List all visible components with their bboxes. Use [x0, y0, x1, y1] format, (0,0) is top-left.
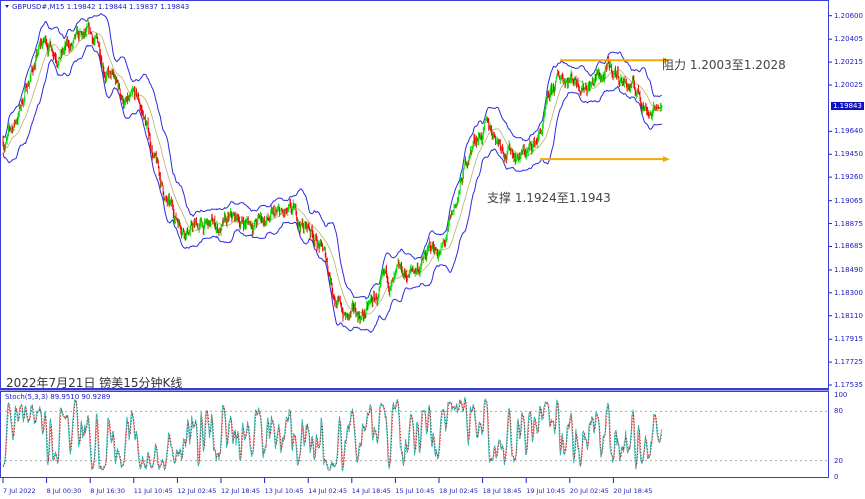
symbol-label: GBPUSD#,M15 — [12, 3, 65, 11]
price-tick-label: 1.17725 — [834, 358, 863, 367]
time-tick-label: 14 Jul 02:45 — [308, 487, 348, 495]
time-tick-label: 7 Jul 2022 — [3, 487, 36, 495]
stoch-level-label: 80 — [834, 407, 843, 416]
time-tick-label: 12 Jul 02:45 — [177, 487, 217, 495]
price-tick-label: 1.18300 — [834, 288, 863, 297]
time-tick-label: 20 Jul 18:45 — [613, 487, 653, 495]
stoch-signal-line — [2, 398, 663, 471]
price-tick-label: 1.20405 — [834, 35, 863, 44]
stoch-level-label: 100 — [834, 391, 848, 399]
stoch-pane-border — [0, 391, 829, 478]
time-tick-label: 11 Jul 10:45 — [133, 487, 173, 495]
stoch-level-label: 0 — [834, 473, 839, 481]
time-tick-label: 8 Jul 00:30 — [46, 487, 82, 495]
candles — [2, 18, 663, 325]
price-tick-label: 1.19260 — [834, 173, 863, 182]
price-tick-label: 1.17535 — [834, 381, 863, 389]
resistance-annotation: 阻力 1.2003至1.2028 — [662, 58, 786, 72]
upper-band-line — [2, 13, 663, 300]
price-tick-label: 1.18110 — [834, 311, 863, 320]
chart-title: 2022年7月21日 镑美15分钟K线 — [6, 376, 183, 390]
time-tick-label: 12 Jul 18:45 — [221, 487, 260, 495]
envelope-bands — [2, 13, 663, 334]
arrow-head-icon — [663, 57, 670, 64]
price-tick-label: 1.20215 — [834, 58, 863, 67]
axis-ticks — [2, 15, 832, 483]
time-tick-label: 8 Jul 16:30 — [90, 487, 126, 495]
moving-average — [3, 31, 662, 315]
dropdown-triangle-icon[interactable] — [5, 5, 9, 8]
stoch-level-lines — [0, 410, 828, 462]
ohlc-values: 1.19842 1.19844 1.19837 1.19843 — [66, 3, 190, 11]
moving-average-line — [3, 31, 662, 315]
arrow-head-icon — [663, 156, 670, 163]
support-annotation: 支撑 1.1924至1.1943 — [487, 191, 611, 205]
zone-arrows — [540, 57, 670, 163]
current-price-tag: 1.19843 — [831, 101, 864, 110]
price-tick-label: 1.19450 — [834, 150, 863, 159]
price-tick-label: 1.17915 — [834, 335, 863, 344]
time-tick-label: 19 Jul 10:45 — [526, 487, 566, 495]
price-tick-label: 1.18490 — [834, 265, 863, 274]
stoch-label: Stoch(5,3,3) 89.9510 90.9289 — [5, 393, 111, 401]
lower-band-line — [2, 44, 663, 334]
price-tick-label: 1.18875 — [834, 219, 863, 228]
price-tick-label: 1.20600 — [834, 11, 863, 20]
time-tick-label: 15 Jul 10:45 — [395, 487, 435, 495]
time-tick-label: 20 Jul 02:45 — [569, 487, 609, 495]
stoch-level-label: 20 — [834, 456, 843, 465]
time-tick-label: 18 Jul 18:45 — [482, 487, 522, 495]
price-tick-label: 1.18685 — [834, 242, 863, 251]
stoch-main-line — [2, 396, 663, 472]
stochastic-lines — [2, 396, 663, 472]
price-tick-label: 1.19640 — [834, 127, 863, 136]
price-tick-label: 1.19065 — [834, 196, 863, 205]
chart-header: GBPUSD#,M15 1.19842 1.19844 1.19837 1.19… — [4, 3, 189, 11]
price-tick-label: 1.20025 — [834, 80, 863, 89]
time-tick-label: 13 Jul 10:45 — [264, 487, 304, 495]
time-tick-label: 14 Jul 18:45 — [351, 487, 391, 495]
time-tick-label: 18 Jul 02:45 — [439, 487, 478, 495]
